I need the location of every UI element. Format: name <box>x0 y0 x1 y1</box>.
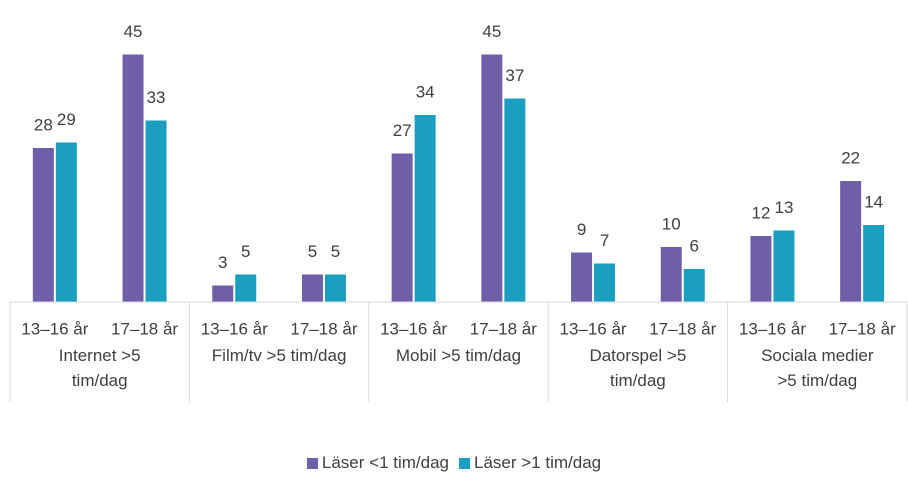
bar <box>773 230 795 302</box>
data-label: 33 <box>147 88 166 107</box>
group-label: Mobil >5 tim/dag <box>395 346 522 365</box>
data-label: 45 <box>482 22 501 41</box>
data-label: 9 <box>577 220 586 239</box>
bar <box>55 142 77 302</box>
bar <box>235 274 257 302</box>
data-label: 29 <box>57 110 76 129</box>
bar <box>145 120 167 302</box>
bar <box>32 148 54 302</box>
bar <box>750 236 772 302</box>
data-label: 10 <box>662 214 681 233</box>
data-label: 37 <box>505 66 524 85</box>
bar <box>391 153 413 302</box>
bar <box>414 115 436 302</box>
data-label: 7 <box>600 231 609 250</box>
bar <box>863 225 885 302</box>
data-label: 45 <box>124 22 143 41</box>
data-label: 5 <box>241 242 250 261</box>
data-label: 5 <box>331 242 340 261</box>
legend: Läser <1 tim/dag Läser >1 tim/dag <box>0 453 908 473</box>
x-tick-label: 13–16 år <box>21 319 88 338</box>
group-label: Sociala medier >5 tim/dag <box>761 346 874 390</box>
legend-swatch <box>459 457 470 469</box>
data-label: 34 <box>416 82 435 101</box>
data-label: 13 <box>774 198 793 217</box>
x-tick-label: 17–18 år <box>290 319 357 338</box>
x-tick-label: 13–16 år <box>739 319 806 338</box>
x-tick-label: 13–16 år <box>380 319 447 338</box>
group-label: Datorspel >5 tim/dag <box>589 346 687 390</box>
bar <box>660 247 682 302</box>
data-label: 3 <box>218 253 227 272</box>
bar <box>324 274 346 302</box>
x-tick-label: 13–16 år <box>559 319 626 338</box>
data-label: 5 <box>308 242 317 261</box>
bar <box>122 54 144 302</box>
bar <box>571 252 593 302</box>
bar <box>594 263 616 302</box>
data-label: 12 <box>751 203 770 222</box>
bar <box>481 54 503 302</box>
x-tick-label: 17–18 år <box>829 319 896 338</box>
x-tick-label: 13–16 år <box>201 319 268 338</box>
data-label: 6 <box>690 236 699 255</box>
bar <box>504 98 526 302</box>
bar <box>840 181 862 302</box>
x-tick-label: 17–18 år <box>111 319 178 338</box>
group-label: Internet >5 tim/dag <box>58 346 141 390</box>
bar <box>212 285 234 302</box>
x-tick-label: 17–18 år <box>649 319 716 338</box>
legend-item: Läser >1 tim/dag <box>459 453 601 473</box>
legend-label: Läser <1 tim/dag <box>321 453 449 472</box>
x-tick-label: 17–18 år <box>470 319 537 338</box>
group-label: Film/tv >5 tim/dag <box>211 346 347 365</box>
legend-item: Läser <1 tim/dag <box>306 453 449 473</box>
data-label: 27 <box>393 121 412 140</box>
bar <box>683 269 705 302</box>
data-label: 22 <box>841 148 860 167</box>
data-label: 14 <box>864 192 883 211</box>
legend-label: Läser >1 tim/dag <box>474 453 602 472</box>
data-label: 28 <box>34 115 53 134</box>
legend-swatch <box>306 457 318 469</box>
bar <box>301 274 323 302</box>
